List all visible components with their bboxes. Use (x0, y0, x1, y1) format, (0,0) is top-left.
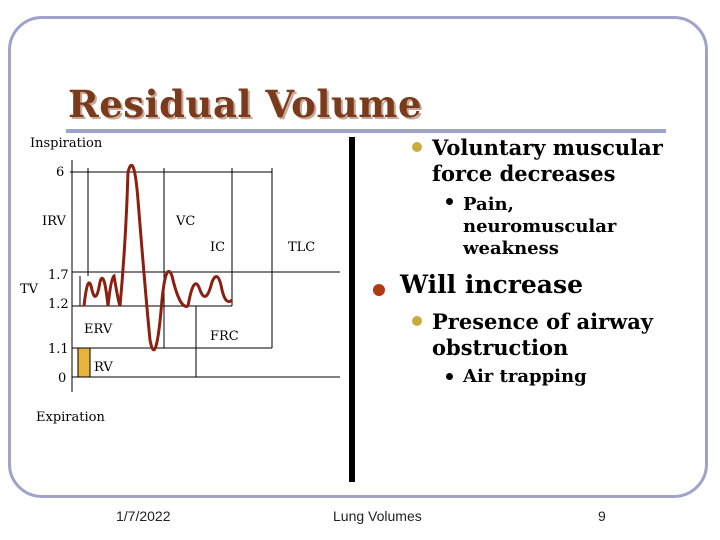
sub-bullet-pain-line3: weakness (463, 238, 559, 259)
sub-bullet-dot-2 (446, 373, 453, 380)
sub-bullet-dot (446, 198, 453, 205)
bullet-voluntary-line2: force decreases (432, 161, 616, 186)
bullet-voluntary-force: Voluntary muscular force decreases (432, 135, 663, 187)
tlc-label: TLC (288, 240, 316, 255)
slide-frame (8, 16, 708, 498)
irv-label: IRV (42, 214, 66, 229)
erv-label: ERV (84, 322, 113, 337)
tidal-wave-left (82, 273, 122, 307)
footer-page-number: 9 (598, 508, 606, 524)
tidal-wave-right (186, 275, 234, 307)
sub-bullet-pain-line1: Pain, (463, 194, 514, 215)
tick-6: 6 (56, 165, 65, 180)
rv-label: RV (94, 360, 113, 375)
tv-label: TV (20, 282, 39, 297)
tick-1-1: 1.1 (48, 342, 69, 357)
bullet-airway-line1: Presence of airway (432, 309, 654, 334)
frc-label: FRC (210, 329, 239, 344)
footer-center: Lung Volumes (333, 508, 422, 524)
sub-bullet-pain: Pain, neuromuscular weakness (463, 194, 616, 260)
bullet-dot (412, 142, 422, 152)
sub-bullet-pain-line2: neuromuscular (463, 216, 617, 237)
sub-bullet-air-trapping: Air trapping (463, 366, 587, 387)
title-rule (66, 129, 666, 133)
bullet-voluntary-line1: Voluntary muscular (432, 135, 663, 160)
bullet-airway-obstruction: Presence of airway obstruction (432, 309, 653, 361)
bullet-airway-line2: obstruction (432, 335, 569, 360)
vc-label: VC (176, 214, 196, 229)
bullet-will-increase: Will increase (400, 270, 583, 299)
divider-bar (349, 137, 355, 482)
tick-1-7: 1.7 (48, 268, 69, 283)
ic-label: IC (210, 240, 226, 255)
footer-date: 1/7/2022 (116, 508, 171, 524)
tick-0: 0 (58, 371, 67, 386)
expiration-label: Expiration (36, 410, 105, 425)
rv-box (77, 347, 91, 378)
bullet-dot-2 (412, 316, 422, 326)
vital-capacity-wave (118, 164, 189, 352)
main-bullet-dot (373, 284, 385, 296)
inspiration-label: Inspiration (30, 136, 103, 151)
slide-title: Residual Volume (68, 82, 422, 126)
tick-1-2: 1.2 (48, 297, 69, 312)
